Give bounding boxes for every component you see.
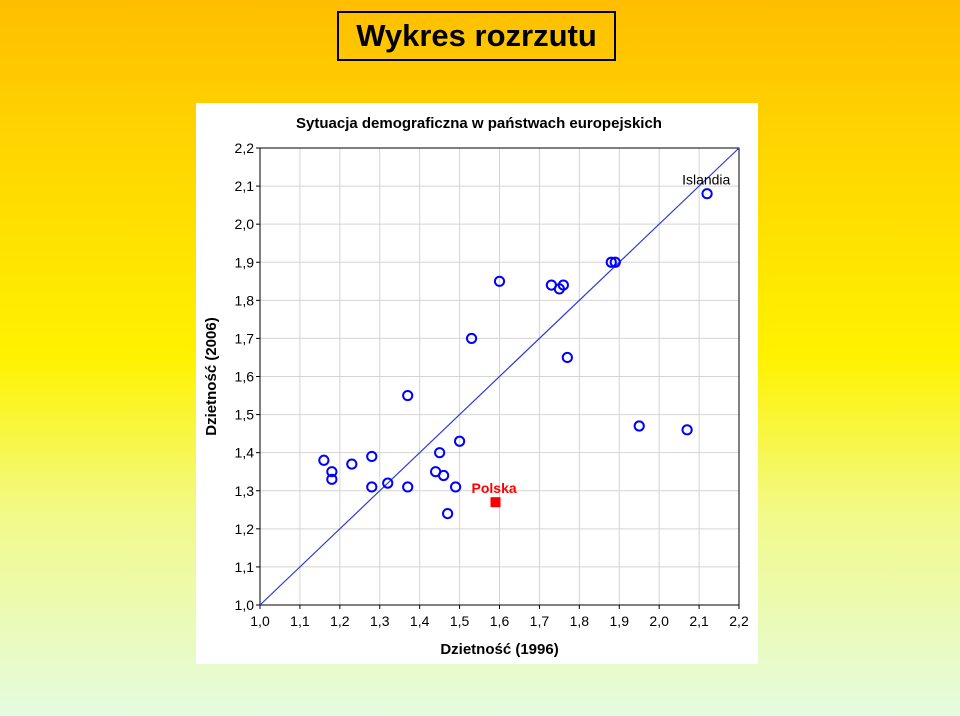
x-tick-label: 2,2: [729, 613, 749, 629]
y-tick-label: 1,3: [235, 483, 255, 499]
y-tick-label: 2,1: [235, 178, 255, 194]
data-point: [366, 450, 378, 463]
y-tick-label: 1,6: [235, 369, 255, 385]
x-tick-label: 1,9: [610, 613, 630, 629]
y-tick-label: 2,2: [235, 140, 255, 156]
data-point: [493, 275, 506, 287]
data-point: [557, 279, 569, 291]
slide-title: Wykres rozrzutu: [337, 11, 616, 61]
data-point: [326, 466, 338, 478]
x-tick-label: 1,7: [530, 613, 550, 629]
scatter-chart-panel: Sytuacja demograficzna w państwach europ…: [196, 103, 758, 664]
y-axis-ticks: 1,0 1,1 1,2 1,3 1,4 1,5 1,6 1,7 1,8 1,9 2,0 2,1 2,2: [235, 140, 260, 613]
y-tick-label: 1,7: [235, 330, 255, 346]
chart-title: Sytuacja demograficzna w państwach europ…: [296, 115, 662, 132]
data-point: [633, 420, 645, 432]
data-point: [438, 469, 450, 482]
y-tick-label: 1,5: [235, 407, 255, 423]
y-tick-label: 1,2: [235, 521, 255, 537]
x-axis-ticks: 1,0 1,1 1,2 1,3 1,4 1,5 1,6 1,7 1,8 1,9 2,0 2,1 2,2: [250, 605, 749, 629]
data-point: [701, 188, 713, 200]
grid-lines: [260, 148, 739, 605]
data-point: [609, 256, 621, 268]
x-axis-label: Dzietność (1996): [440, 641, 558, 658]
data-points: [318, 188, 713, 520]
data-point: [366, 481, 378, 493]
data-point: [434, 447, 446, 459]
y-tick-label: 1,9: [235, 254, 255, 270]
data-point: [465, 332, 478, 345]
x-tick-label: 1,5: [450, 613, 470, 629]
x-tick-label: 2,1: [689, 613, 709, 629]
data-point: [453, 435, 466, 447]
data-point: [382, 477, 394, 489]
data-point: [318, 454, 330, 466]
y-tick-label: 1,0: [235, 597, 255, 613]
data-point: [449, 481, 462, 493]
x-tick-label: 1,8: [570, 613, 590, 629]
y-tick-label: 1,4: [235, 445, 255, 461]
polska-label: Polska: [472, 480, 517, 496]
x-tick-label: 1,0: [250, 613, 270, 629]
y-tick-label: 1,1: [235, 559, 255, 575]
x-tick-label: 1,4: [410, 613, 430, 629]
x-tick-label: 1,2: [330, 613, 350, 629]
polska-marker: [490, 497, 501, 508]
x-tick-label: 1,3: [370, 613, 390, 629]
data-point: [605, 256, 617, 268]
data-point: [346, 458, 358, 470]
y-axis-label: Dzietność (2006): [203, 317, 220, 435]
data-point: [681, 424, 693, 436]
x-tick-label: 1,1: [290, 613, 310, 629]
data-point: [442, 508, 454, 520]
data-point: [561, 351, 573, 364]
data-point: [402, 389, 414, 402]
data-point: [402, 481, 414, 493]
y-tick-label: 1,8: [235, 292, 255, 308]
reference-line: [259, 147, 740, 606]
data-point: [326, 473, 338, 485]
scatter-chart: Sytuacja demograficzna w państwach europ…: [203, 115, 749, 658]
x-tick-label: 1,6: [490, 613, 510, 629]
x-tick-label: 2,0: [649, 613, 669, 629]
y-tick-label: 2,0: [235, 216, 255, 232]
islandia-label: Islandia: [682, 172, 730, 188]
